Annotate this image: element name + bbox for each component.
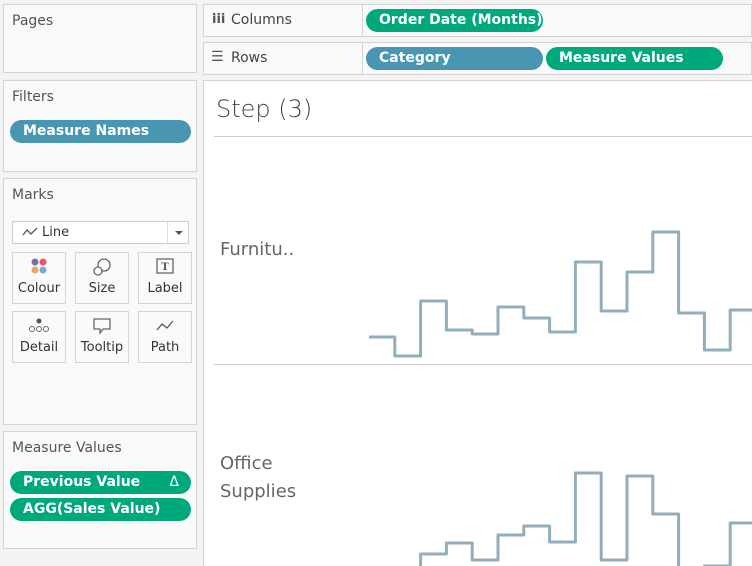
rows-label: Rows: [231, 50, 268, 66]
size-icon: [76, 253, 128, 281]
label-icon: T: [139, 253, 191, 281]
chevron-down-icon: [175, 231, 183, 235]
filter-pill-measure-names[interactable]: Measure Names: [10, 120, 191, 143]
rows-pill-measure-values[interactable]: Measure Values: [546, 47, 723, 70]
step-line-chart: [369, 230, 752, 566]
filters-card: Filters Measure Names: [3, 80, 197, 172]
row-divider: [214, 364, 752, 365]
rows-icon: ☰: [211, 49, 224, 65]
mark-type-dropdown[interactable]: Line: [12, 221, 189, 244]
rows-pill-category[interactable]: Category: [366, 47, 543, 70]
columns-shelf: iii Columns Order Date (Months): [203, 4, 752, 37]
path-icon: [139, 312, 191, 340]
marks-card: Marks Line Colour Size T Label Detail To…: [3, 178, 197, 425]
colour-icon: [13, 253, 65, 281]
size-label: Size: [88, 281, 116, 296]
columns-icon: iii: [212, 12, 226, 27]
colour-label: Colour: [17, 281, 61, 296]
columns-pill-order-date[interactable]: Order Date (Months): [366, 9, 543, 32]
rows-shelf: ☰ Rows Category Measure Values: [203, 42, 752, 75]
tooltip-icon: [76, 312, 128, 340]
detail-icon: [13, 312, 65, 340]
view-title: Step (3): [216, 95, 313, 123]
tooltip-label: Tooltip: [80, 340, 124, 355]
measure-pill-previous-value[interactable]: Previous Value Δ: [10, 471, 191, 494]
detail-label: Detail: [19, 340, 59, 355]
pages-title: Pages: [12, 13, 54, 29]
label-button[interactable]: T Label: [138, 252, 192, 304]
measure-pill-agg-sales-value[interactable]: AGG(Sales Value): [10, 498, 191, 521]
columns-label: Columns: [231, 12, 292, 28]
marks-title: Marks: [12, 187, 54, 203]
measure-pill-label: Previous Value: [23, 474, 141, 490]
measure-values-card: Measure Values Previous Value Δ AGG(Sale…: [3, 431, 197, 549]
detail-button[interactable]: Detail: [12, 311, 66, 363]
filters-title: Filters: [12, 89, 54, 105]
colour-button[interactable]: Colour: [12, 252, 66, 304]
svg-text:T: T: [161, 262, 169, 273]
title-divider: [214, 136, 752, 137]
view-canvas: Step (3) Furnitu.. Office Supplies: [203, 80, 752, 566]
shelf-divider: [362, 5, 363, 36]
step-line-0[interactable]: [369, 230, 752, 358]
pages-card: Pages: [3, 4, 197, 73]
shelf-divider: [362, 43, 363, 74]
delta-icon: Δ: [169, 474, 179, 490]
dropdown-divider: [167, 222, 168, 243]
row-label-office-supplies: Office Supplies: [220, 453, 297, 502]
measure-values-title: Measure Values: [12, 440, 122, 456]
mark-type-label: Line: [42, 225, 70, 240]
tooltip-button[interactable]: Tooltip: [75, 311, 129, 363]
row-label-furniture: Furnitu..: [220, 239, 295, 260]
path-button[interactable]: Path: [138, 311, 192, 363]
label-label: Label: [147, 281, 183, 296]
path-label: Path: [150, 340, 180, 355]
size-button[interactable]: Size: [75, 252, 129, 304]
line-icon: [22, 222, 38, 249]
step-line-1[interactable]: [369, 471, 752, 566]
